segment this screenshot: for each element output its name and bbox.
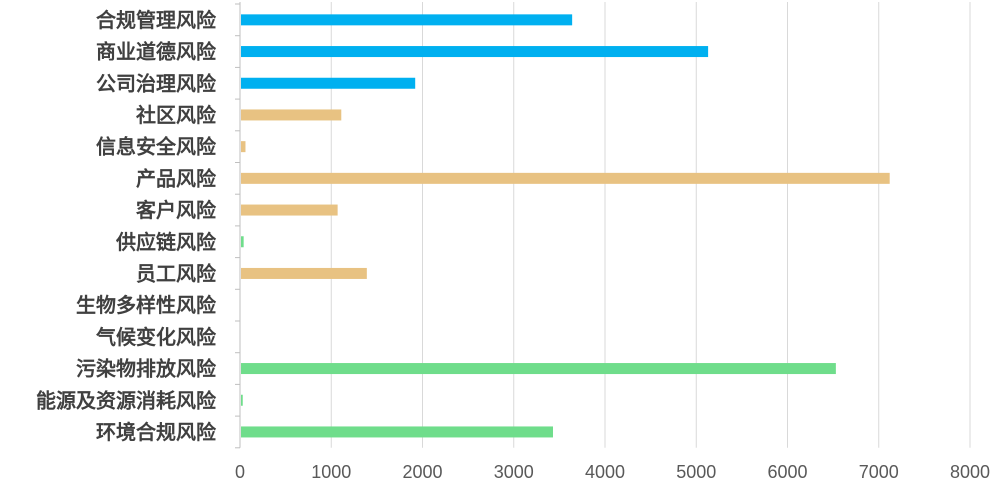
- category-label: 供应链风险: [115, 230, 217, 254]
- grid-lines: [235, 2, 971, 449]
- bar: [241, 267, 367, 279]
- bar: [241, 14, 573, 26]
- category-label: 公司治理风险: [96, 71, 217, 95]
- bar: [241, 77, 416, 89]
- bar: [241, 172, 890, 184]
- category-label: 污染物排放风险: [76, 357, 217, 381]
- category-label: 客户风险: [135, 198, 217, 222]
- bar: [241, 236, 244, 248]
- x-tick-label: 1000: [311, 462, 351, 482]
- category-label: 产品风险: [136, 166, 217, 190]
- bar: [241, 109, 342, 121]
- category-label: 环境合规风险: [96, 420, 217, 444]
- bar: [241, 426, 553, 438]
- bar: [241, 394, 243, 406]
- x-tick-labels: 0 1000 2000 3000 4000 5000 6000 7000 8000: [235, 462, 990, 482]
- x-tick-label: 6000: [767, 462, 807, 482]
- category-label: 气候变化风险: [95, 325, 217, 349]
- x-tick-label: 4000: [585, 462, 625, 482]
- category-label: 员工风险: [136, 261, 217, 285]
- x-tick-label: 0: [235, 462, 245, 482]
- category-label: 社区风险: [135, 103, 217, 127]
- x-tick-label: 7000: [859, 462, 899, 482]
- category-label: 合规管理风险: [96, 8, 217, 32]
- category-label: 能源及资源消耗风险: [36, 388, 217, 412]
- bar: [241, 204, 338, 216]
- bars: [241, 14, 890, 438]
- bar: [241, 363, 836, 375]
- bar: [241, 46, 709, 58]
- x-tick-label: 8000: [950, 462, 990, 482]
- x-tick-label: 3000: [494, 462, 534, 482]
- category-label: 信息安全风险: [96, 135, 217, 159]
- category-label: 生物多样性风险: [76, 293, 217, 317]
- x-tick-label: 5000: [676, 462, 716, 482]
- x-tick-label: 2000: [402, 462, 442, 482]
- category-labels: 合规管理风险商业道德风险公司治理风险社区风险信息安全风险产品风险客户风险供应链风…: [36, 8, 217, 444]
- bar: [241, 141, 246, 153]
- category-label: 商业道德风险: [96, 40, 217, 64]
